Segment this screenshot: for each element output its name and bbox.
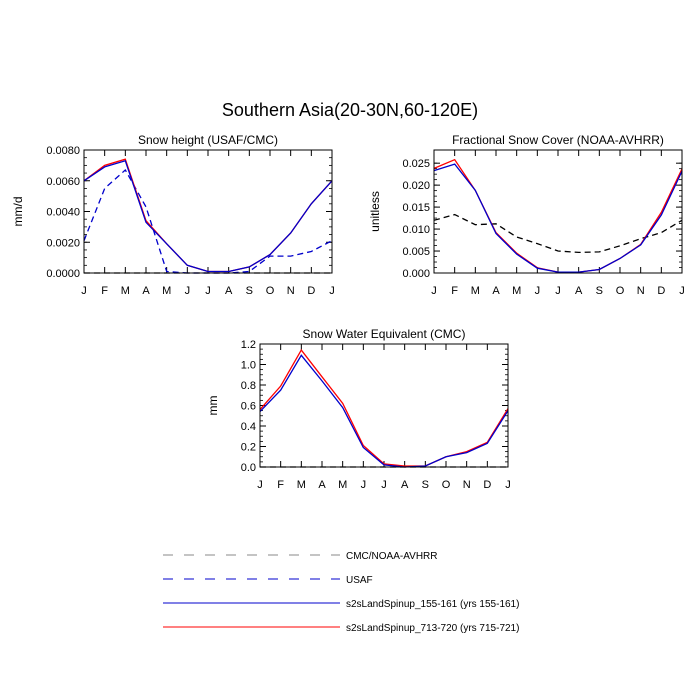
x-tick-label: M [338,479,347,491]
series-line-3 [433,163,683,273]
x-tick-label: A [142,285,150,297]
x-tick-label: J [381,479,387,491]
y-tick-label: 0.000 [402,268,430,280]
x-tick-label: A [575,285,583,297]
y-tick-label: 0.0040 [46,207,80,219]
panel-title: Snow Water Equivalent (CMC) [303,327,466,341]
x-tick-label: M [297,479,306,491]
x-tick-label: D [307,285,315,297]
y-tick-label: 0.0060 [46,176,80,188]
x-tick-label: J [431,285,437,297]
legend-label: s2sLandSpinup_155-161 (yrs 155-161) [346,599,519,610]
y-tick-label: 0.0080 [46,145,80,157]
x-tick-label: J [679,285,685,297]
x-tick-label: M [162,285,171,297]
x-tick-label: F [277,479,284,491]
plot-frame [433,149,683,274]
x-tick-label: M [471,285,480,297]
panel-1: Snow height (USAF/CMC) mm/d 0.0000 0.0020 0.… [11,133,335,297]
panel-title: Snow height (USAF/CMC) [138,133,278,147]
x-tick-label: A [401,479,409,491]
x-tick-label: J [81,285,87,297]
x-tick-label: F [101,285,108,297]
x-tick-label: J [185,285,191,297]
x-tick-label: J [535,285,541,297]
y-tick-label: 0.025 [402,158,430,170]
x-tick-label: N [463,479,471,491]
x-tick-label: O [616,285,625,297]
figure-title: Southern Asia(20-30N,60-120E) [222,100,478,120]
panel-title: Fractional Snow Cover (NOAA-AVHRR) [452,133,664,147]
y-tick-label: 0.010 [402,224,430,236]
x-tick-label: J [205,285,211,297]
plot-frame [259,343,509,468]
x-tick-label: J [505,479,511,491]
y-tick-label: 0.6 [241,401,256,413]
x-tick-label: M [512,285,521,297]
x-tick-label: S [246,285,253,297]
y-axis-label: unitless [368,191,382,232]
y-tick-label: 0.2 [241,442,256,454]
y-tick-label: 0.020 [402,180,430,192]
x-tick-label: A [492,285,500,297]
y-axis-label: mm/d [11,197,25,227]
y-tick-label: 0.4 [241,421,256,433]
x-tick-label: A [225,285,233,297]
x-tick-label: M [121,285,130,297]
series-line-4 [83,159,333,273]
x-tick-label: J [257,479,263,491]
x-tick-label: D [483,479,491,491]
panels: Snow height (USAF/CMC) mm/d 0.0000 0.0020 0.… [11,133,685,491]
legend-label: USAF [346,575,373,586]
legend-label: s2sLandSpinup_713-720 (yrs 715-721) [346,623,519,634]
x-tick-label: O [442,479,451,491]
legend: CMC/NOAA-AVHRR USAF s2sLandSpinup_155-161 … [163,551,519,634]
y-tick-label: 0.015 [402,202,430,214]
x-tick-label: N [287,285,295,297]
x-tick-label: O [266,285,275,297]
x-tick-label: J [329,285,335,297]
series-line-3 [259,354,509,468]
panel-3: Snow Water Equivalent (CMC) mm 0.0 0.2 0.4 0.… [206,327,511,491]
y-tick-label: 1.2 [241,339,256,351]
series-line-2 [83,168,333,274]
panel-2: Fractional Snow Cover (NOAA-AVHRR) unitle… [368,133,685,297]
y-tick-label: 0.0000 [46,268,80,280]
y-tick-label: 0.005 [402,246,430,258]
x-tick-label: J [555,285,561,297]
series-line-2 [433,158,683,273]
x-tick-label: A [318,479,326,491]
x-tick-label: S [422,479,429,491]
x-tick-label: D [657,285,665,297]
y-axis-label: mm [206,396,220,416]
series-line-3 [83,158,333,273]
y-tick-label: 0.0 [241,462,256,474]
x-tick-label: F [451,285,458,297]
y-tick-label: 0.0020 [46,237,80,249]
x-tick-label: S [596,285,603,297]
series-line-1 [433,213,683,254]
x-tick-label: N [637,285,645,297]
y-tick-label: 1.0 [241,360,256,372]
plot-frame [83,149,333,274]
legend-label: CMC/NOAA-AVHRR [346,551,437,562]
series-line-2 [259,348,509,467]
y-tick-label: 0.8 [241,380,256,392]
x-tick-label: J [361,479,367,491]
